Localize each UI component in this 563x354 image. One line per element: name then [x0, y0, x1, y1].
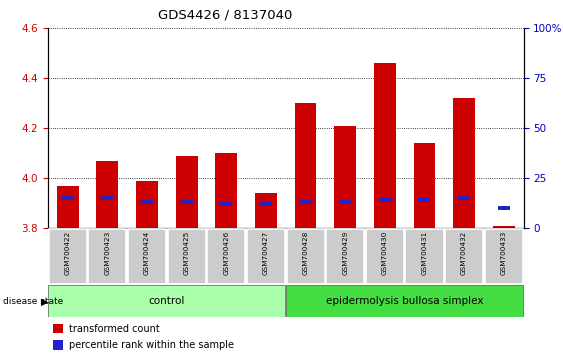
- Text: GSM700428: GSM700428: [302, 231, 309, 275]
- FancyBboxPatch shape: [247, 229, 285, 284]
- Bar: [453, 98, 475, 228]
- Bar: [96, 161, 118, 228]
- Text: GSM700430: GSM700430: [382, 231, 388, 275]
- FancyBboxPatch shape: [285, 285, 523, 317]
- Bar: [136, 181, 158, 228]
- FancyBboxPatch shape: [88, 229, 126, 284]
- FancyBboxPatch shape: [366, 229, 404, 284]
- Text: GSM700425: GSM700425: [184, 231, 190, 275]
- Text: control: control: [149, 296, 185, 306]
- Bar: [216, 153, 237, 228]
- Bar: [498, 206, 510, 210]
- Bar: [52, 340, 63, 350]
- Bar: [379, 198, 391, 202]
- FancyBboxPatch shape: [287, 229, 325, 284]
- Text: ▶: ▶: [41, 297, 48, 307]
- Text: GSM700432: GSM700432: [461, 231, 467, 275]
- Bar: [255, 193, 277, 228]
- Text: GSM700422: GSM700422: [65, 231, 71, 275]
- FancyBboxPatch shape: [405, 229, 444, 284]
- FancyBboxPatch shape: [128, 229, 166, 284]
- Bar: [220, 202, 233, 206]
- FancyBboxPatch shape: [48, 285, 285, 317]
- Text: transformed count: transformed count: [69, 324, 160, 333]
- Bar: [294, 103, 316, 228]
- Bar: [458, 196, 470, 200]
- Bar: [181, 200, 193, 204]
- Text: GSM700429: GSM700429: [342, 231, 348, 275]
- Text: GSM700423: GSM700423: [104, 231, 110, 275]
- Text: GSM700431: GSM700431: [422, 231, 427, 275]
- Bar: [339, 200, 351, 204]
- Bar: [334, 126, 356, 228]
- FancyBboxPatch shape: [207, 229, 245, 284]
- FancyBboxPatch shape: [168, 229, 205, 284]
- FancyBboxPatch shape: [485, 229, 523, 284]
- Bar: [52, 324, 63, 333]
- Bar: [176, 156, 198, 228]
- Bar: [414, 143, 435, 228]
- Bar: [374, 63, 396, 228]
- Bar: [493, 226, 515, 228]
- Bar: [260, 202, 272, 206]
- Bar: [62, 196, 74, 200]
- Text: percentile rank within the sample: percentile rank within the sample: [69, 340, 234, 350]
- Bar: [418, 198, 431, 202]
- FancyBboxPatch shape: [326, 229, 364, 284]
- FancyBboxPatch shape: [445, 229, 483, 284]
- Text: epidermolysis bullosa simplex: epidermolysis bullosa simplex: [326, 296, 484, 306]
- Text: disease state: disease state: [3, 297, 63, 306]
- Bar: [57, 186, 79, 228]
- Text: GSM700433: GSM700433: [501, 231, 507, 275]
- Text: GDS4426 / 8137040: GDS4426 / 8137040: [158, 9, 292, 22]
- Bar: [141, 200, 153, 204]
- Text: GSM700424: GSM700424: [144, 231, 150, 275]
- Bar: [101, 196, 113, 200]
- FancyBboxPatch shape: [48, 229, 87, 284]
- Text: GSM700426: GSM700426: [224, 231, 229, 275]
- Bar: [300, 200, 311, 204]
- Text: GSM700427: GSM700427: [263, 231, 269, 275]
